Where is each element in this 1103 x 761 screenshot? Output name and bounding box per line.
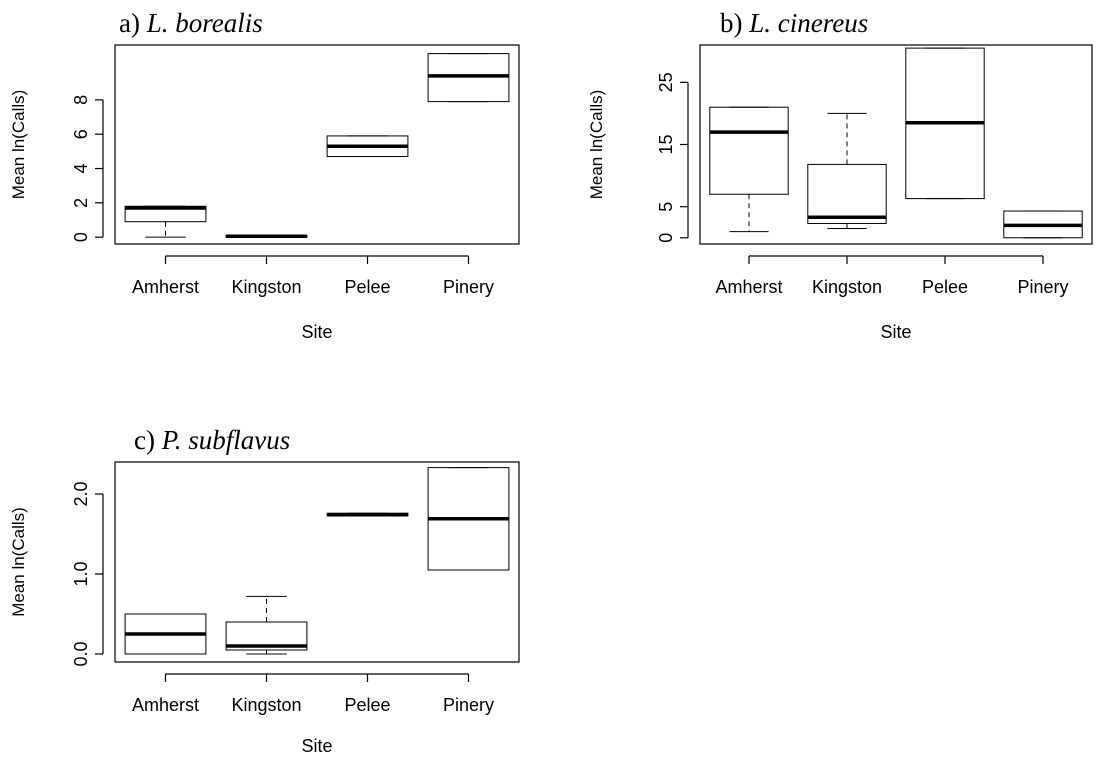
panel-b-box-kingston xyxy=(807,163,887,224)
panel-a-y-tick-label: 6 xyxy=(71,129,91,139)
panel-a-y-tick-label: 8 xyxy=(71,95,91,105)
panel-b-y-tick-label: 15 xyxy=(656,134,676,154)
panel-c-category-label: Pelee xyxy=(344,695,390,715)
panel-b-y-tick-label: 25 xyxy=(656,72,676,92)
panel-c-y-tick-label: 2.0 xyxy=(71,481,91,506)
panel-c-label: c) xyxy=(134,425,155,455)
panel-a-category-label: Pinery xyxy=(443,277,494,297)
panel-b-box-amherst xyxy=(709,106,789,195)
panel-b-category-label: Pelee xyxy=(922,277,968,297)
panel-b-y-axis-title: Mean ln(Calls) xyxy=(587,90,606,200)
panel-c-box-kingston xyxy=(225,621,308,651)
panel-c-frame xyxy=(114,461,520,663)
panel-a-title: a) L. borealis xyxy=(119,8,263,39)
panel-c-species: P. subflavus xyxy=(161,425,291,455)
panel-c-y-tick-label: 1.0 xyxy=(71,561,91,586)
panel-c-y-axis-title: Mean ln(Calls) xyxy=(9,507,28,617)
panel-b-x-axis-title: Site xyxy=(880,322,911,342)
panel-a-category-label: Pelee xyxy=(344,277,390,297)
panel-c-category-label: Kingston xyxy=(231,695,301,715)
panel-a-y-tick-label: 4 xyxy=(71,164,91,174)
panel-b-label: b) xyxy=(720,8,743,38)
panel-c-y-tick-label: 0.0 xyxy=(71,641,91,666)
panel-a-category-label: Amherst xyxy=(132,277,199,297)
panel-b-category-label: Pinery xyxy=(1017,277,1068,297)
panel-b-y-tick-label: 0 xyxy=(656,233,676,243)
panel-a-category-label: Kingston xyxy=(231,277,301,297)
panel-b-species: L. cinereus xyxy=(749,8,869,38)
panel-b-category-label: Kingston xyxy=(812,277,882,297)
panel-b-category-label: Amherst xyxy=(715,277,782,297)
panel-a-species: L. borealis xyxy=(146,8,263,38)
panel-a-label: a) xyxy=(119,8,140,38)
panel-c-category-label: Amherst xyxy=(132,695,199,715)
panel-a-y-axis-title: Mean ln(Calls) xyxy=(9,90,28,200)
panel-c-category-label: Pinery xyxy=(443,695,494,715)
panel-a-frame xyxy=(114,44,520,245)
panel-b-y-tick-label: 5 xyxy=(656,202,676,212)
panel-c-title: c) P. subflavus xyxy=(134,425,290,456)
panel-b-title: b) L. cinereus xyxy=(720,8,868,39)
panel-c-x-axis-title: Site xyxy=(301,736,332,756)
panel-b-frame xyxy=(699,44,1093,245)
panel-a-y-tick-label: 2 xyxy=(71,198,91,208)
panel-a-y-tick-label: 0 xyxy=(71,232,91,242)
panel-a-x-axis-title: Site xyxy=(301,322,332,342)
